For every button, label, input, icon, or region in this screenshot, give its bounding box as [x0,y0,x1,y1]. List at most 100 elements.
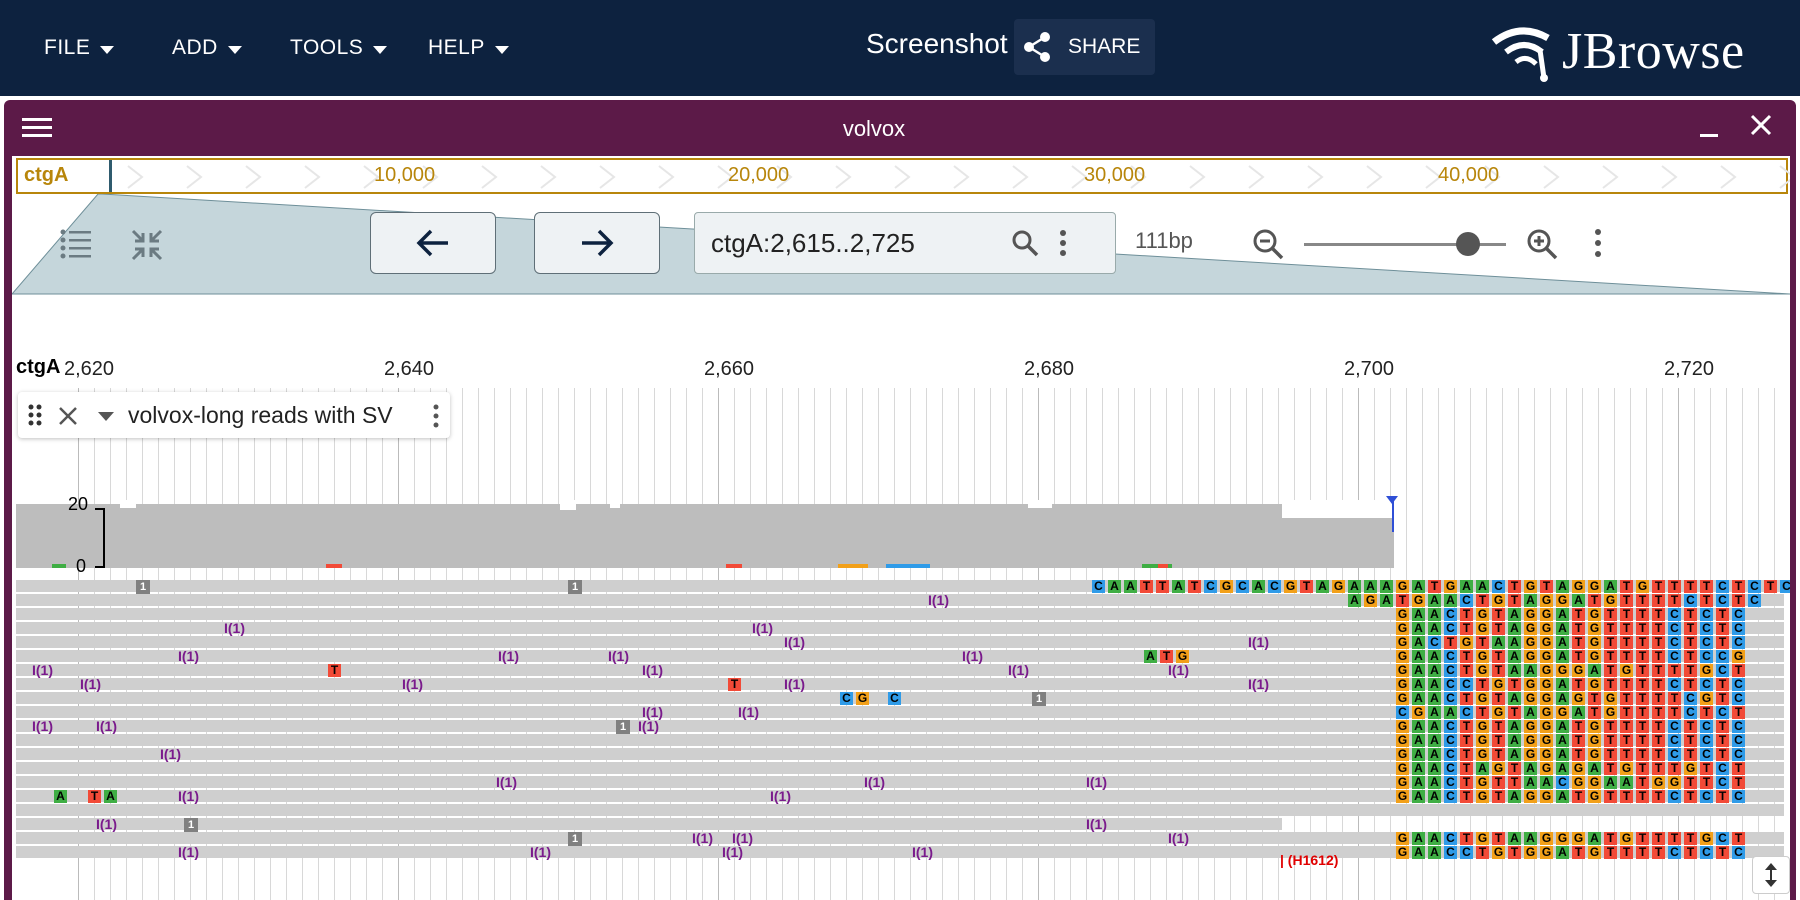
insertion-marker[interactable]: I(1) [1248,634,1269,650]
base-mismatch: T [1620,692,1633,705]
read-alignment[interactable] [16,846,1784,858]
read-alignment[interactable] [16,720,1784,732]
base-mismatch: T [1636,622,1649,635]
search-icon[interactable] [1011,229,1039,257]
read-alignment[interactable] [16,818,1282,830]
insertion-marker[interactable]: I(1) [178,648,199,664]
base-mismatch: C [1444,608,1457,621]
session-name[interactable]: Screenshot [866,28,1008,59]
insertion-marker[interactable]: I(1) [178,788,199,804]
zoom-slider-thumb[interactable] [1456,232,1480,256]
more-vert-icon[interactable] [1059,229,1067,257]
insertion-marker[interactable]: I(1) [32,662,53,678]
read-alignment[interactable] [16,762,1784,774]
zoom-out-icon[interactable] [1252,228,1284,260]
insertion-marker[interactable]: I(1) [912,844,933,860]
read-alignment[interactable] [16,748,1784,760]
base-mismatch: G [1396,663,1409,677]
location-input[interactable] [709,227,1003,260]
base-mismatch: G [1540,747,1553,761]
insertion-marker[interactable]: I(1) [96,718,117,734]
insertion-marker[interactable]: I(1) [160,746,181,762]
insertion-marker[interactable]: I(1) [1248,676,1269,692]
menu-help[interactable]: HELP [428,28,509,68]
read-alignment[interactable] [16,734,1784,746]
coverage-min-label: 0 [76,556,87,576]
close-icon[interactable] [1748,112,1774,138]
insertion-marker[interactable]: I(1) [784,634,805,650]
insertion-marker[interactable]: I(1) [732,830,753,846]
read-alignment[interactable] [16,622,1784,634]
insertion-marker[interactable]: I(1) [1168,830,1189,846]
overview-scalebar[interactable]: ctgA 10,000 20,000 30,000 40,000 [16,158,1790,194]
chevron-down-icon[interactable] [98,412,114,421]
insertion-marker[interactable]: I(1) [692,830,713,846]
insertion-marker[interactable]: I(1) [1008,662,1029,678]
insertion-marker[interactable]: I(1) [224,620,245,636]
base-mismatch: A [1412,636,1425,649]
insertion-marker[interactable]: I(1) [770,788,791,804]
read-alignment[interactable] [16,706,1784,718]
insertion-marker[interactable]: I(1) [752,620,773,636]
base-mismatch: T [1508,580,1521,593]
insertion-marker[interactable]: I(1) [498,648,519,664]
insertion-marker[interactable]: I(1) [738,704,759,720]
base-mismatch: T [1476,636,1489,649]
read-alignment[interactable] [16,636,1784,648]
pan-right-button[interactable] [534,212,660,274]
read-alignment[interactable] [16,608,1784,620]
logo-text: JBrowse [1562,22,1745,80]
read-alignment[interactable] [16,832,1784,844]
insertion-marker[interactable]: I(1) [638,718,659,734]
base-mismatch: A [1508,608,1521,621]
insertion-marker[interactable]: I(1) [642,662,663,678]
pan-left-button[interactable] [370,212,496,274]
base-mismatch: G [1524,845,1537,859]
base-mismatch: T [1652,580,1665,593]
resize-track-button[interactable] [1752,856,1790,894]
insertion-marker[interactable]: I(1) [864,774,885,790]
zoom-slider-track[interactable] [1304,243,1506,246]
insertion-marker[interactable]: I(1) [96,816,117,832]
base-mismatch: T [1460,664,1473,677]
track-selector-icon[interactable] [60,228,94,260]
read-alignment[interactable] [16,804,1784,816]
view-title[interactable]: volvox [842,116,906,141]
read-alignment[interactable] [16,664,1784,676]
insertion-marker[interactable]: I(1) [1168,662,1189,678]
minimize-icon[interactable] [1698,116,1720,138]
read-alignment[interactable] [16,650,1784,662]
read-alignment[interactable] [16,594,1784,606]
close-track-icon[interactable] [58,406,78,426]
track-menu-icon[interactable] [432,404,440,428]
base-mismatch: T [1572,622,1585,635]
read-alignment[interactable] [16,790,1784,802]
collapse-icon[interactable] [130,228,164,262]
view-menu-icon[interactable] [22,116,52,140]
insertion-marker[interactable]: I(1) [402,676,423,692]
insertion-marker[interactable]: I(1) [928,592,949,608]
base-mismatch: A [1508,636,1521,649]
insertion-marker[interactable]: I(1) [496,774,517,790]
insertion-marker[interactable]: I(1) [80,676,101,692]
menu-add[interactable]: ADD [172,28,242,68]
insertion-marker[interactable]: I(1) [784,676,805,692]
base-mismatch: G [1332,579,1345,593]
read-alignment[interactable] [16,678,1784,690]
insertion-marker[interactable]: I(1) [178,844,199,860]
insertion-marker[interactable]: I(1) [1086,774,1107,790]
read-alignment[interactable] [16,776,1784,788]
insertion-marker[interactable]: I(1) [642,704,663,720]
insertion-marker[interactable]: I(1) [530,844,551,860]
insertion-marker[interactable]: I(1) [608,648,629,664]
menu-tools[interactable]: TOOLS [290,28,388,68]
insertion-marker[interactable]: I(1) [32,718,53,734]
insertion-marker[interactable]: I(1) [962,648,983,664]
insertion-marker[interactable]: I(1) [1086,816,1107,832]
menu-file[interactable]: FILE [44,28,115,68]
share-button[interactable]: SHARE [1014,19,1155,75]
insertion-marker[interactable]: I(1) [722,844,743,860]
view-options-icon[interactable] [1594,228,1602,258]
drag-handle-icon[interactable] [28,404,42,426]
zoom-in-icon[interactable] [1526,228,1558,260]
